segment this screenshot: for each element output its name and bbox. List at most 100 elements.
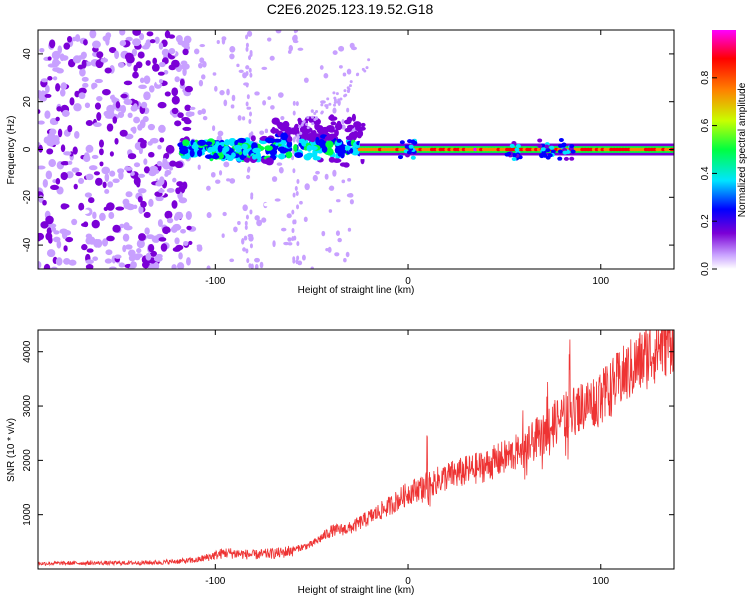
- spectrum-cell: [410, 155, 416, 160]
- spectrum-cell: [138, 84, 147, 90]
- colorbar-tick-label: 0.2: [700, 214, 711, 228]
- spectrum-cell: [133, 204, 138, 210]
- spectrum-cell: [123, 166, 133, 171]
- spectrum-cell: [265, 157, 274, 166]
- spectrum-cell: [51, 226, 57, 232]
- spectrum-cell: [294, 152, 304, 158]
- spectrum-cell: [321, 230, 326, 237]
- spectrum-cell: [251, 154, 257, 160]
- spectrum-cell: [325, 147, 334, 156]
- spectrum-cell: [84, 192, 93, 198]
- spectrum-cell: [188, 240, 193, 245]
- spectrum-cell: [136, 239, 145, 249]
- spectrum-cell: [91, 219, 100, 229]
- spectrum-cell: [324, 173, 329, 180]
- spectrum-cell: [267, 37, 272, 42]
- snr-y-label: SNR (10 * v/v): [6, 418, 17, 482]
- spectrum-cell: [89, 30, 97, 39]
- spectrum-cell: [248, 235, 254, 242]
- spectrum-cell: [48, 236, 53, 244]
- spectrum-cell: [292, 258, 296, 264]
- spectrum-cell: [306, 115, 310, 119]
- spectrum-cell: [201, 108, 206, 115]
- spectrum-cell: [81, 244, 88, 251]
- spectrum-cell: [274, 198, 281, 202]
- spectrum-cell: [399, 140, 405, 145]
- spectrum-cell: [365, 66, 369, 70]
- spectrum-cell: [250, 194, 254, 200]
- spectrum-cell: [67, 124, 73, 133]
- spectrum-cell: [293, 30, 297, 34]
- spectrum-cell: [88, 165, 98, 171]
- spectrum-cell: [315, 170, 320, 175]
- spectrum-cell: [210, 120, 217, 126]
- spectrum-cell: [166, 217, 174, 224]
- spectrum-cell: [245, 101, 249, 107]
- x-tick-label: 0: [405, 276, 411, 287]
- snr-marks: [38, 330, 674, 567]
- spectrum-cell: [171, 264, 177, 269]
- spectrum-cell: [131, 126, 137, 134]
- spectrum-cell: [241, 229, 247, 234]
- spectrum-cell: [158, 42, 164, 50]
- spectrum-cell: [167, 232, 174, 238]
- spectrum-cell: [67, 160, 73, 165]
- spectrum-cell: [63, 151, 72, 156]
- spectrum-cell: [158, 237, 167, 242]
- spectrum-cell: [84, 102, 91, 109]
- spectrum-cell: [79, 68, 86, 77]
- spectrum-cell: [158, 188, 165, 193]
- spectrum-cell: [129, 265, 135, 269]
- spectrum-cell: [248, 118, 252, 124]
- spectrum-cell: [351, 113, 356, 122]
- spectrum-cell: [118, 262, 125, 268]
- spectrum-cell: [357, 126, 366, 131]
- spectrum-cell: [120, 104, 127, 114]
- spectrum-cell: [49, 39, 56, 49]
- spectrum-cell: [354, 131, 362, 138]
- spectrum-cell: [270, 105, 275, 110]
- spectrum-cell: [302, 120, 306, 124]
- spectrum-cell: [123, 202, 133, 210]
- spectrum-cell: [223, 99, 228, 107]
- spectrum-cell: [157, 71, 165, 76]
- spectrum-cell: [86, 248, 94, 253]
- spectrum-cell: [296, 135, 300, 139]
- spectrum-cell: [241, 238, 245, 245]
- y-tick-label: -20: [22, 190, 33, 205]
- spectrum-cell: [309, 135, 316, 143]
- spectrum-cell: [72, 146, 78, 155]
- spectrum-cell: [293, 219, 297, 225]
- spectrum-cell: [342, 72, 347, 77]
- spectrum-cell: [292, 168, 296, 174]
- colorbar-label: Normalized spectral amplitude: [737, 82, 748, 217]
- spectrum-cell: [71, 218, 78, 226]
- spectrum-cell: [145, 39, 152, 45]
- spectrum-cell: [109, 151, 114, 157]
- spectrum-cell: [78, 177, 85, 185]
- spectrum-cell: [105, 32, 112, 39]
- spectrum-cell: [125, 55, 135, 64]
- spectrum-cell: [174, 120, 182, 127]
- spectrum-cell: [229, 139, 235, 147]
- spectrum-cell: [540, 147, 546, 152]
- spectrum-cell: [171, 107, 179, 115]
- spectrum-cell: [259, 130, 265, 135]
- spectrum-cell: [337, 149, 344, 157]
- spectrum-cell: [115, 101, 121, 109]
- spectrum-cell: [570, 149, 576, 154]
- spectrum-cell: [73, 103, 82, 112]
- spectrum-cell: [65, 236, 74, 243]
- spectrum-cell: [319, 65, 324, 70]
- spectrum-cell: [248, 55, 252, 61]
- spectrum-cell: [335, 92, 339, 96]
- spectrum-cell: [323, 73, 329, 79]
- spectrum-cell: [350, 46, 357, 51]
- y-tick-label: 1000: [22, 503, 33, 526]
- spectrum-cell: [254, 91, 260, 96]
- spectrum-cell: [88, 197, 95, 204]
- spectrum-cell: [172, 223, 182, 231]
- spectrum-cell: [114, 89, 119, 98]
- spectrum-cell: [343, 89, 347, 93]
- spectrum-cell: [123, 98, 133, 105]
